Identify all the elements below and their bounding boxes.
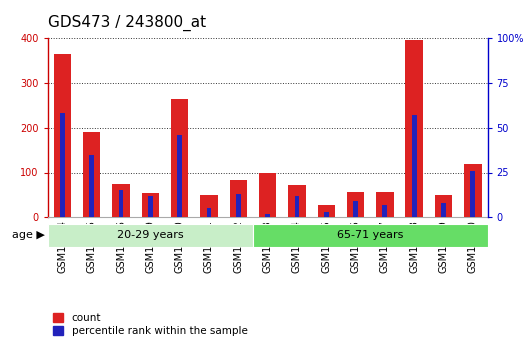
Text: GDS473 / 243800_at: GDS473 / 243800_at bbox=[48, 15, 206, 31]
Bar bbox=[54, 53, 71, 217]
Bar bbox=[236, 194, 241, 217]
Bar bbox=[324, 212, 329, 217]
Bar bbox=[259, 172, 277, 217]
Bar bbox=[376, 192, 394, 217]
Bar bbox=[148, 196, 153, 217]
Bar bbox=[405, 40, 423, 217]
Bar bbox=[295, 196, 299, 217]
Bar bbox=[288, 185, 306, 217]
FancyBboxPatch shape bbox=[253, 224, 488, 247]
Bar bbox=[317, 205, 335, 217]
Text: age ▶: age ▶ bbox=[12, 230, 45, 240]
Bar bbox=[347, 192, 365, 217]
Legend: count, percentile rank within the sample: count, percentile rank within the sample bbox=[53, 313, 248, 336]
Bar bbox=[200, 195, 218, 217]
Bar bbox=[60, 113, 65, 217]
Bar bbox=[383, 205, 387, 217]
Text: 20-29 years: 20-29 years bbox=[117, 230, 184, 240]
FancyBboxPatch shape bbox=[48, 224, 253, 247]
Bar bbox=[441, 203, 446, 217]
Bar bbox=[112, 184, 130, 217]
Bar bbox=[464, 164, 482, 217]
Bar bbox=[119, 190, 123, 217]
Bar bbox=[353, 201, 358, 217]
Bar bbox=[412, 115, 417, 217]
Bar bbox=[83, 132, 101, 217]
Bar bbox=[177, 135, 182, 217]
Bar bbox=[89, 155, 94, 217]
Text: 65-71 years: 65-71 years bbox=[337, 230, 403, 240]
Bar bbox=[265, 214, 270, 217]
Bar bbox=[142, 193, 159, 217]
Bar bbox=[471, 171, 475, 217]
Bar bbox=[229, 180, 247, 217]
Bar bbox=[435, 195, 453, 217]
Bar bbox=[171, 99, 189, 217]
Bar bbox=[207, 208, 211, 217]
